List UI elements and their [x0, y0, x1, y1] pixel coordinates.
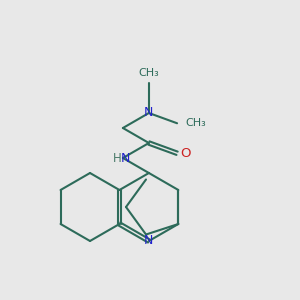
Text: O: O [180, 147, 190, 160]
Text: CH₃: CH₃ [185, 118, 206, 128]
Text: N: N [144, 106, 154, 119]
Text: N: N [121, 152, 130, 164]
Text: N: N [144, 235, 154, 248]
Text: CH₃: CH₃ [139, 68, 159, 78]
Text: H: H [112, 152, 121, 164]
